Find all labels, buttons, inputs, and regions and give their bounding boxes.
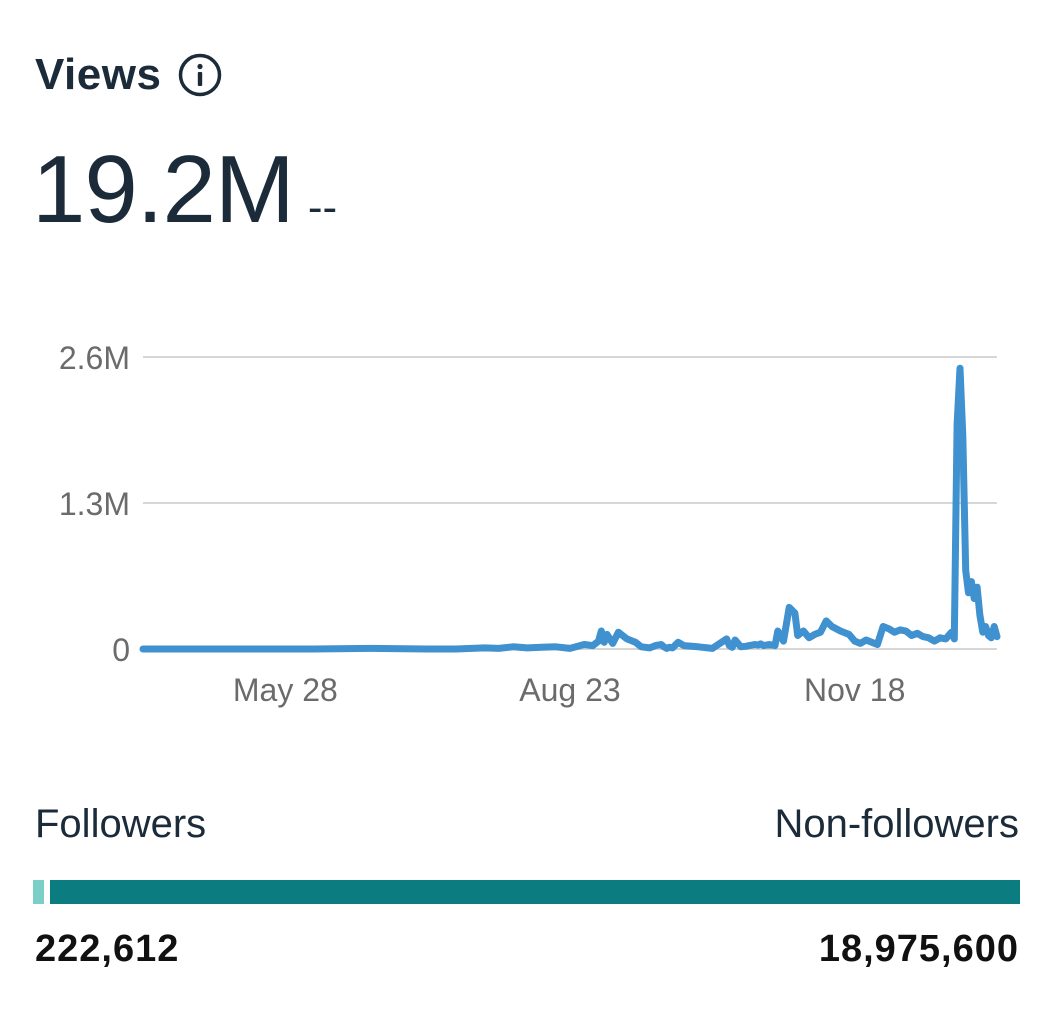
audience-labels: Followers Non-followers bbox=[35, 802, 1019, 847]
x-tick-label: Nov 18 bbox=[804, 672, 905, 708]
nonfollowers-value: 18,975,600 bbox=[818, 928, 1019, 970]
nonfollowers-label: Non-followers bbox=[774, 802, 1019, 846]
info-icon[interactable] bbox=[177, 52, 223, 98]
audience-split-bar bbox=[33, 880, 1020, 904]
followers-label: Followers bbox=[35, 802, 207, 846]
bar-gap bbox=[44, 880, 50, 904]
total-views-value: 19.2M bbox=[32, 136, 295, 243]
x-tick-label: May 28 bbox=[233, 672, 338, 708]
followers-bar-segment bbox=[33, 880, 44, 904]
y-tick-label: 1.3M bbox=[59, 486, 130, 522]
followers-value: 222,612 bbox=[35, 928, 180, 970]
y-tick-label: 2.6M bbox=[59, 340, 130, 376]
total-views-change: -- bbox=[307, 183, 338, 232]
nonfollowers-bar-segment bbox=[50, 880, 1020, 904]
y-tick-label: 0 bbox=[112, 632, 130, 668]
views-line-chart: 0 1.3M 2.6M May 28 Aug 23 Nov 18 bbox=[59, 340, 1001, 708]
total-summary: 19.2M -- bbox=[32, 142, 337, 238]
series-line-views bbox=[139, 364, 1001, 653]
header: Views bbox=[35, 50, 223, 100]
audience-values: 222,612 18,975,600 bbox=[35, 928, 1019, 971]
x-tick-label: Aug 23 bbox=[519, 672, 620, 708]
page-title: Views bbox=[35, 50, 162, 99]
